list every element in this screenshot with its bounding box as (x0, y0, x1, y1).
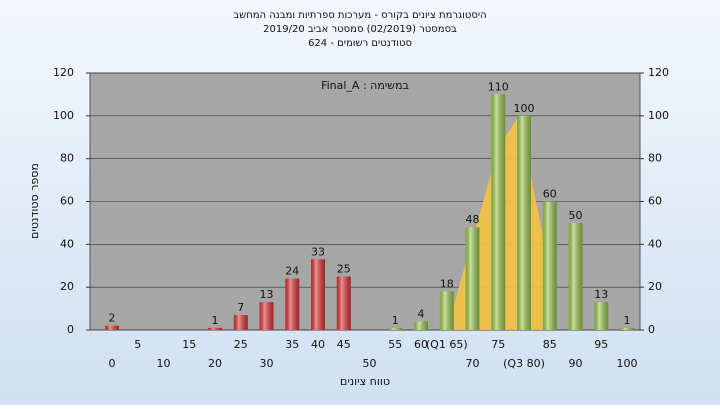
data-label: 25 (337, 262, 351, 275)
data-label: 18 (440, 277, 454, 290)
bar-shine (517, 115, 531, 330)
data-label: 60 (543, 188, 557, 201)
bar-shine (594, 302, 609, 330)
title-line: בסמסטר (02/2019) סמסטר אביב 2019/20 (263, 24, 457, 35)
x-tick-label: 40 (311, 338, 325, 351)
bar-shine (259, 302, 274, 330)
bar-shine (233, 315, 248, 330)
y2-tick-label: 120 (648, 66, 669, 79)
x-tick-label: 25 (234, 338, 248, 351)
data-label: 48 (466, 213, 480, 226)
x-tick-label: 90 (569, 357, 583, 370)
bar-shine (439, 291, 454, 330)
data-label: 33 (311, 245, 325, 258)
title-line: סטודנטים רשומים - 624 (308, 38, 412, 49)
x-tick-label: 55 (388, 338, 402, 351)
bar-shine (568, 222, 583, 330)
x-tick-label: (Q3 80) (503, 357, 545, 370)
bar-shine (311, 259, 325, 330)
x-tick-label: 70 (466, 357, 480, 370)
x-tick-label: 0 (109, 357, 116, 370)
x-tick-label: 75 (491, 338, 505, 351)
annotation: Final_A : במשימה (321, 79, 409, 92)
y2-tick-label: 80 (648, 152, 662, 165)
x-tick-label: 45 (337, 338, 351, 351)
data-label: 24 (285, 265, 299, 278)
bar-shine (208, 327, 222, 330)
data-label: 2 (109, 312, 116, 325)
data-label: 100 (514, 102, 535, 115)
x-tick-label: 95 (594, 338, 608, 351)
y-tick-label: 0 (67, 323, 74, 336)
x-tick-label: 5 (134, 338, 141, 351)
y2-tick-label: 100 (648, 109, 669, 122)
y-tick-label: 100 (53, 109, 74, 122)
y-tick-label: 40 (60, 237, 74, 250)
bar-shine (388, 327, 403, 330)
bar-shine (491, 94, 506, 331)
y2-tick-label: 0 (648, 323, 655, 336)
data-label: 13 (594, 288, 608, 301)
data-label: 50 (569, 209, 583, 222)
data-label: 110 (488, 80, 509, 93)
y-axis-label: מספר סטודנטים (28, 163, 41, 239)
bar-shine (285, 278, 300, 330)
data-label: 1 (212, 314, 219, 327)
data-label: 13 (260, 288, 274, 301)
x-axis-label: טווח ציונים (340, 375, 390, 388)
bar-shine (465, 227, 480, 330)
x-tick-label: 20 (208, 357, 222, 370)
y2-tick-label: 60 (648, 195, 662, 208)
y-tick-label: 80 (60, 152, 74, 165)
x-tick-label: (Q1 65) (426, 338, 468, 351)
title-line: היסטוגרמת ציונים בקורס - מערכות ספרתיות … (233, 10, 486, 21)
x-tick-label: 30 (260, 357, 274, 370)
bar-shine (336, 276, 351, 330)
bar-shine (414, 321, 428, 330)
x-tick-label: 10 (157, 357, 171, 370)
y-tick-label: 60 (60, 195, 74, 208)
x-tick-label: 15 (182, 338, 196, 351)
x-tick-label: 35 (285, 338, 299, 351)
bar-shine (620, 327, 634, 330)
bar-shine (542, 201, 557, 330)
y2-tick-label: 40 (648, 237, 662, 250)
data-label: 7 (237, 301, 244, 314)
data-label: 1 (392, 314, 399, 327)
x-tick-label: 50 (363, 357, 377, 370)
y-tick-label: 120 (53, 66, 74, 79)
x-tick-label: 85 (543, 338, 557, 351)
data-label: 4 (418, 307, 425, 320)
data-label: 1 (624, 314, 631, 327)
x-tick-label: 100 (617, 357, 638, 370)
x-tick-label: 60 (414, 338, 428, 351)
bar-shine (105, 325, 119, 330)
y-tick-label: 20 (60, 280, 74, 293)
y2-tick-label: 20 (648, 280, 662, 293)
